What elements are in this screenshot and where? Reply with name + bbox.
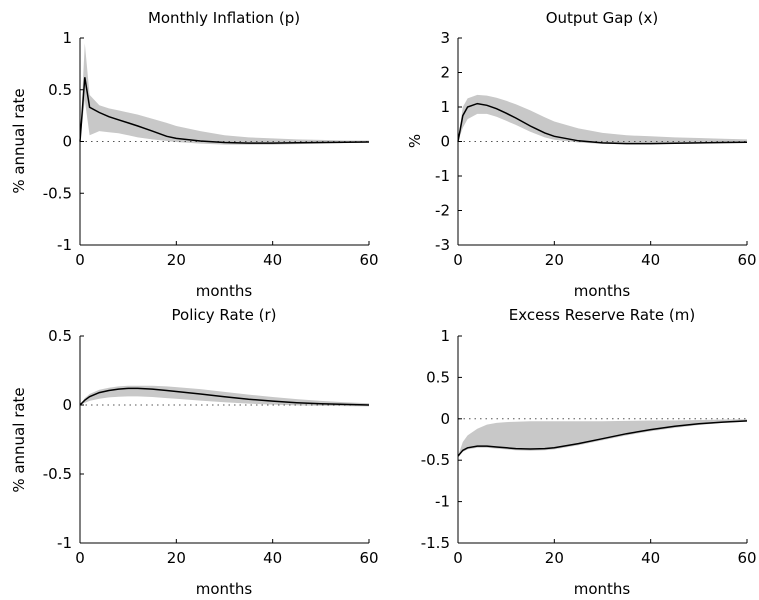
x-tick-label: 40	[263, 251, 282, 269]
y-tick-label: 0.5	[48, 81, 72, 99]
y-tick-label: -1.5	[421, 534, 450, 552]
y-tick-label: -1	[57, 236, 72, 254]
panel-title: Output Gap (x)	[546, 9, 659, 27]
y-axis-label: %	[406, 134, 424, 148]
x-tick-label: 20	[545, 251, 564, 269]
y-tick-label: 0.5	[426, 368, 450, 386]
impulse-response-line	[457, 420, 748, 457]
y-tick-label: 1	[440, 98, 450, 116]
x-tick-label: 40	[263, 549, 282, 567]
x-axis-label: months	[574, 580, 631, 598]
panel-title: Policy Rate (r)	[172, 306, 277, 324]
x-axis-label: months	[196, 282, 253, 300]
x-tick-label: 20	[167, 251, 186, 269]
y-tick-label: -1	[435, 167, 450, 185]
x-tick-label: 0	[75, 251, 85, 269]
x-axis-label: months	[574, 282, 631, 300]
impulse-response-line	[79, 387, 370, 406]
confidence-band	[80, 43, 369, 145]
y-tick-label: 0.5	[48, 327, 72, 345]
x-tick-label: 60	[737, 251, 756, 269]
x-tick-label: 40	[641, 251, 660, 269]
panel-output-gap: Output Gap (x) months % -3 -2 -1 0 1 2 3 0 20 40 6…	[406, 9, 757, 300]
impulse-response-line	[79, 77, 370, 144]
x-tick-label: 40	[641, 549, 660, 567]
y-tick-label: 2	[440, 64, 450, 82]
y-axis-label: % annual rate	[10, 387, 28, 492]
y-axis-label: % annual rate	[10, 88, 28, 193]
y-tick-label: -1	[435, 493, 450, 511]
y-tick-label: 1	[440, 327, 450, 345]
y-tick-label: 0	[440, 410, 450, 428]
panel-title: Monthly Inflation (p)	[148, 9, 300, 27]
y-tick-label: -2	[435, 202, 450, 220]
y-tick-label: 0	[62, 133, 72, 151]
x-tick-label: 20	[167, 549, 186, 567]
x-axis-label: months	[196, 580, 253, 598]
y-tick-label: 0	[62, 396, 72, 414]
panel-excess-reserve-rate: Excess Reserve Rate (m) months -1.5 -1 -0.…	[421, 306, 757, 598]
x-tick-label: 0	[453, 251, 463, 269]
y-tick-label: 1	[62, 29, 72, 47]
x-tick-label: 60	[359, 251, 378, 269]
y-tick-label: -1	[57, 534, 72, 552]
x-tick-label: 0	[453, 549, 463, 567]
y-tick-label: -3	[435, 236, 450, 254]
y-tick-label: -0.5	[43, 465, 72, 483]
impulse-response-line	[457, 102, 748, 145]
y-tick-label: -0.5	[421, 451, 450, 469]
x-tick-label: 20	[545, 549, 564, 567]
confidence-band	[458, 419, 747, 457]
x-tick-label: 60	[737, 549, 756, 567]
panel-title: Excess Reserve Rate (m)	[509, 306, 696, 324]
y-tick-label: 0	[440, 133, 450, 151]
confidence-band	[458, 94, 747, 145]
y-tick-label: 3	[440, 29, 450, 47]
y-tick-label: -0.5	[43, 184, 72, 202]
panel-policy-rate: Policy Rate (r) months % annual rate -1 -…	[10, 306, 379, 598]
x-tick-label: 60	[359, 549, 378, 567]
panel-monthly-inflation: Monthly Inflation (p) months % annual ra…	[10, 9, 379, 300]
x-tick-label: 0	[75, 549, 85, 567]
